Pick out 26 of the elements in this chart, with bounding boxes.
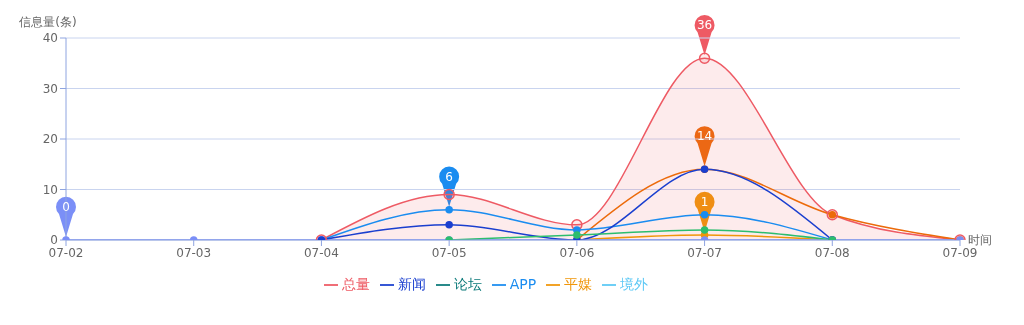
data-label: 1 [700, 194, 709, 209]
data-label: 0 [62, 200, 70, 214]
legend-label: 新闻 [397, 276, 426, 292]
legend-label: 境外 [620, 276, 649, 292]
x-tick-label: 07-06 [559, 245, 595, 260]
x-axis-title: 时间 [968, 233, 992, 248]
y-tick-label: 0 [50, 233, 58, 248]
y-axis-title: 信息量(条) [19, 15, 77, 29]
x-tick-label: 07-02 [48, 245, 84, 260]
legend-label: APP [509, 276, 537, 292]
x-tick-label: 07-04 [303, 245, 339, 260]
y-tick-label: 40 [42, 31, 58, 46]
data-label: 14 [696, 129, 713, 144]
x-tick-label: 07-03 [176, 245, 212, 260]
x-tick-label: 07-05 [431, 245, 467, 260]
y-tick-label: 10 [42, 182, 58, 197]
y-tick-label: 20 [42, 132, 58, 147]
data-label: 36 [696, 18, 713, 33]
data-label: 6 [445, 169, 453, 184]
x-tick-label: 07-07 [687, 245, 723, 260]
x-tick-label: 07-08 [814, 245, 850, 260]
x-tick-label: 07-09 [942, 245, 978, 260]
legend-label: 总量 [341, 276, 370, 292]
legend-label: 论坛 [453, 276, 482, 292]
y-tick-label: 30 [42, 81, 58, 96]
legend-label: 平媒 [564, 276, 593, 292]
